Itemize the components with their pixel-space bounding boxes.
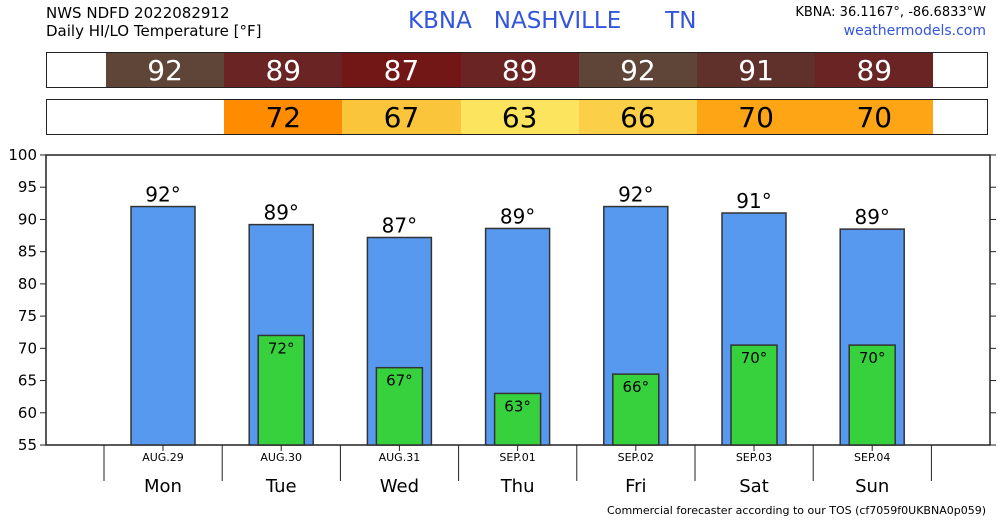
day-label: Tue bbox=[265, 476, 297, 497]
y-tick-label: 85 bbox=[18, 243, 37, 261]
y-tick-label: 60 bbox=[18, 404, 37, 422]
lo-temp-cell: 66 bbox=[578, 100, 697, 134]
hi-temp-cell: 89 bbox=[224, 53, 343, 87]
site-link[interactable]: weathermodels.com bbox=[843, 23, 986, 39]
date-label: SEP.01 bbox=[499, 451, 535, 464]
lo-temp-cell: 72 bbox=[224, 100, 343, 134]
lo-bar-label: 70° bbox=[741, 349, 768, 367]
header-title: NWS NDFD 2022082912 Daily HI/LO Temperat… bbox=[46, 4, 262, 40]
station-title: KBNA NASHVILLE TN bbox=[408, 8, 696, 34]
hi-bar-label: 89° bbox=[500, 204, 535, 228]
y-tick-label: 95 bbox=[18, 178, 37, 196]
y-tick-label: 90 bbox=[18, 210, 37, 228]
y-tick-label: 70 bbox=[18, 339, 37, 357]
hi-bar-label: 87° bbox=[382, 213, 417, 237]
y-tick-label: 100 bbox=[8, 146, 37, 164]
lo-temp-strip: 72 67 63 66 70 70 bbox=[46, 99, 988, 135]
hi-bar bbox=[130, 205, 196, 446]
day-label: Sat bbox=[739, 476, 769, 497]
hi-temp-cell: 92 bbox=[106, 53, 225, 87]
city-name: NASHVILLE bbox=[493, 8, 622, 34]
lo-temp-cell: 70 bbox=[697, 100, 816, 134]
hi-bar-label: 89° bbox=[263, 201, 298, 225]
date-label: SEP.03 bbox=[736, 451, 772, 464]
hi-temp-cell: 91 bbox=[697, 53, 816, 87]
temperature-chart: 55 60 65 70 75 80 85 90 95 100 92° AUG.29 Mon 89° 72° A… bbox=[8, 146, 996, 497]
y-tick-label: 65 bbox=[18, 372, 37, 390]
hi-bar-label: 92° bbox=[618, 183, 653, 207]
day-label: Wed bbox=[380, 476, 419, 497]
header-info: KBNA: 36.1167°, -86.6833°W weathermodels… bbox=[795, 4, 986, 40]
y-tick-label: 75 bbox=[18, 307, 37, 325]
hi-temp-cell: 89 bbox=[815, 53, 934, 87]
station-coords: KBNA: 36.1167°, -86.6833°W bbox=[795, 5, 986, 20]
day-label: Fri bbox=[625, 476, 646, 497]
hi-bar-label: 89° bbox=[854, 205, 889, 229]
lo-bar bbox=[375, 366, 424, 446]
hi-temp-cell: 87 bbox=[342, 53, 461, 87]
date-label: SEP.04 bbox=[854, 451, 890, 464]
lo-bar-label: 67° bbox=[386, 372, 413, 390]
hi-bar-label: 92° bbox=[145, 183, 180, 207]
hi-temp-cell: 92 bbox=[578, 53, 697, 87]
date-label: AUG.29 bbox=[142, 451, 184, 464]
date-label: AUG.31 bbox=[379, 451, 421, 464]
lo-bar bbox=[848, 344, 896, 446]
lo-temp-cell: 63 bbox=[460, 100, 579, 134]
y-tick-label: 55 bbox=[18, 436, 37, 454]
day-label: Mon bbox=[144, 476, 182, 497]
y-tick-label: 80 bbox=[18, 275, 37, 293]
lo-bar-label: 72° bbox=[268, 339, 295, 357]
lo-bar bbox=[493, 392, 542, 446]
lo-bar-label: 70° bbox=[859, 349, 886, 367]
lo-temp-cell: 67 bbox=[342, 100, 461, 134]
lo-bar-label: 66° bbox=[623, 378, 650, 396]
chart-subtitle: Daily HI/LO Temperature [°F] bbox=[46, 22, 262, 40]
date-label: SEP.02 bbox=[618, 451, 654, 464]
hi-temp-cell: 89 bbox=[460, 53, 579, 87]
lo-bar-label: 63° bbox=[504, 397, 531, 415]
hi-bar-label: 91° bbox=[736, 189, 771, 213]
lo-bar bbox=[612, 373, 660, 446]
day-label: Sun bbox=[855, 476, 889, 497]
station-id: KBNA bbox=[408, 8, 472, 34]
lo-bar bbox=[257, 334, 305, 446]
state-code: TN bbox=[665, 8, 697, 34]
lo-temp-cell: 70 bbox=[815, 100, 934, 134]
date-label: AUG.30 bbox=[260, 451, 302, 464]
day-label: Thu bbox=[500, 476, 535, 497]
hi-temp-strip: 92 89 87 89 92 91 89 bbox=[46, 52, 988, 88]
footer-note: Commercial forecaster according to our T… bbox=[607, 504, 986, 517]
model-run-label: NWS NDFD 2022082912 bbox=[46, 4, 230, 22]
